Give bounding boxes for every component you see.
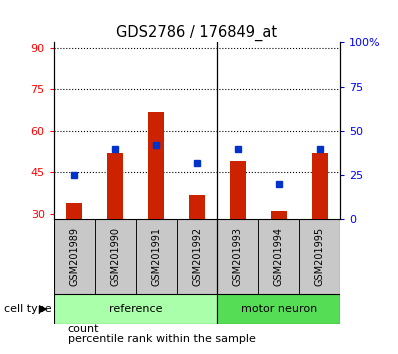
Text: GSM201994: GSM201994 <box>274 227 284 286</box>
Text: motor neuron: motor neuron <box>241 304 317 314</box>
Bar <box>95 219 136 294</box>
Bar <box>230 161 246 219</box>
Bar <box>217 219 258 294</box>
Bar <box>271 211 287 219</box>
Bar <box>54 294 217 324</box>
Text: count: count <box>68 324 99 334</box>
Bar <box>177 219 217 294</box>
Text: ▶: ▶ <box>39 304 47 314</box>
Text: percentile rank within the sample: percentile rank within the sample <box>68 335 256 344</box>
Bar <box>299 219 340 294</box>
Text: cell type: cell type <box>4 304 52 314</box>
Bar <box>66 203 82 219</box>
Text: GSM201989: GSM201989 <box>69 227 79 286</box>
Bar <box>217 294 340 324</box>
Text: reference: reference <box>109 304 162 314</box>
Bar <box>136 219 177 294</box>
Text: GSM201991: GSM201991 <box>151 227 161 286</box>
Text: GSM201993: GSM201993 <box>233 227 243 286</box>
Bar <box>258 219 299 294</box>
Bar <box>54 219 95 294</box>
Bar <box>312 153 328 219</box>
Text: GSM201992: GSM201992 <box>192 227 202 286</box>
Bar <box>189 195 205 219</box>
Bar <box>148 112 164 219</box>
Bar <box>107 153 123 219</box>
Title: GDS2786 / 176849_at: GDS2786 / 176849_at <box>117 25 277 41</box>
Text: GSM201995: GSM201995 <box>315 227 325 286</box>
Text: GSM201990: GSM201990 <box>110 227 120 286</box>
